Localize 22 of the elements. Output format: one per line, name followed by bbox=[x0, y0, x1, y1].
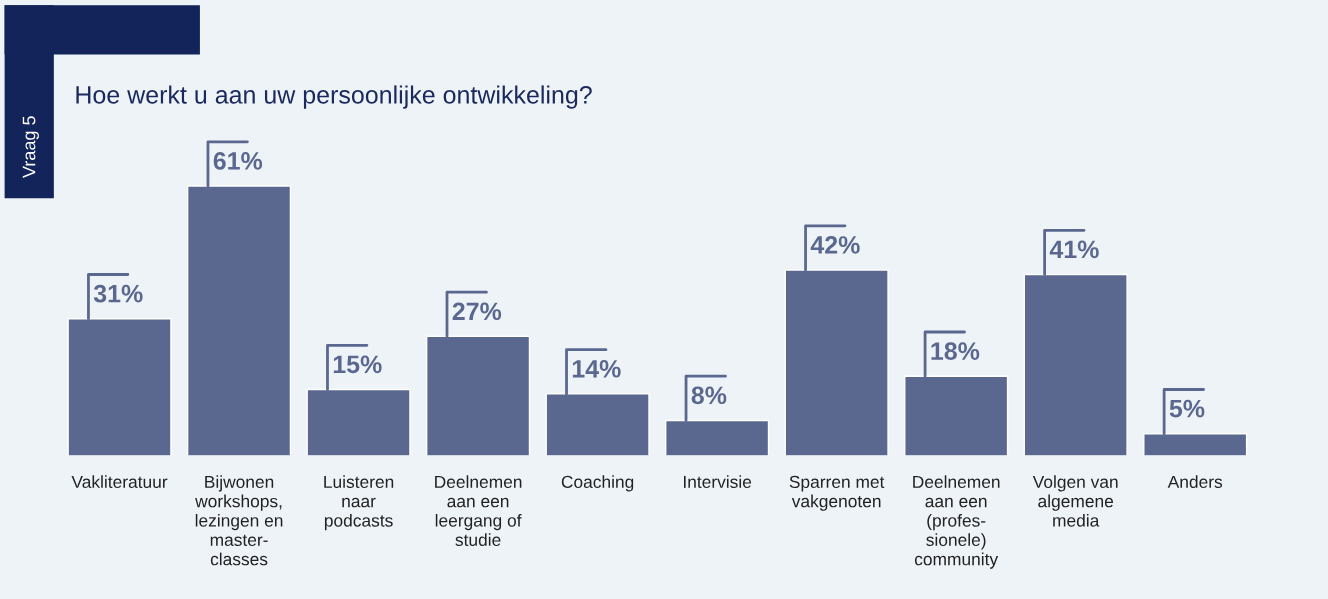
x-tick-label: Luisteren naar podcasts bbox=[324, 475, 394, 531]
x-tick-label: Vakliteratuur bbox=[71, 475, 168, 489]
x-tick-label: Volgen van algemene media bbox=[1032, 475, 1118, 527]
data-label: 42% bbox=[810, 236, 860, 254]
data-label: 18% bbox=[931, 342, 980, 360]
x-tick-label: Intervisie bbox=[683, 475, 752, 489]
text: Vraag 5 bbox=[22, 116, 39, 178]
x-tick-label: Deelnemen aan een (profes- sionele) community bbox=[913, 475, 1000, 569]
data-label: 15% bbox=[333, 355, 382, 374]
data-label: 61% bbox=[213, 152, 263, 170]
x-tick-label: Bijwonen workshops, lezingen en master- classes bbox=[195, 475, 283, 566]
data-label: 31% bbox=[93, 284, 143, 303]
x-tick-label: Deelnemen aan een leergang of studie bbox=[435, 475, 522, 547]
x-tick-label: Sparren met vakgenoten bbox=[789, 475, 885, 511]
data-label: 14% bbox=[572, 359, 621, 378]
data-label: 27% bbox=[452, 302, 502, 321]
data-label: 5% bbox=[1169, 399, 1205, 418]
x-tick-label: Coaching bbox=[561, 475, 634, 492]
data-label: 41% bbox=[1049, 240, 1099, 259]
data-label: 8% bbox=[691, 386, 727, 405]
chart-title: Hoe werkt u aan uw persoonlijke ontwikkeling? bbox=[76, 85, 592, 109]
x-tick-label: Anders bbox=[1167, 475, 1223, 489]
